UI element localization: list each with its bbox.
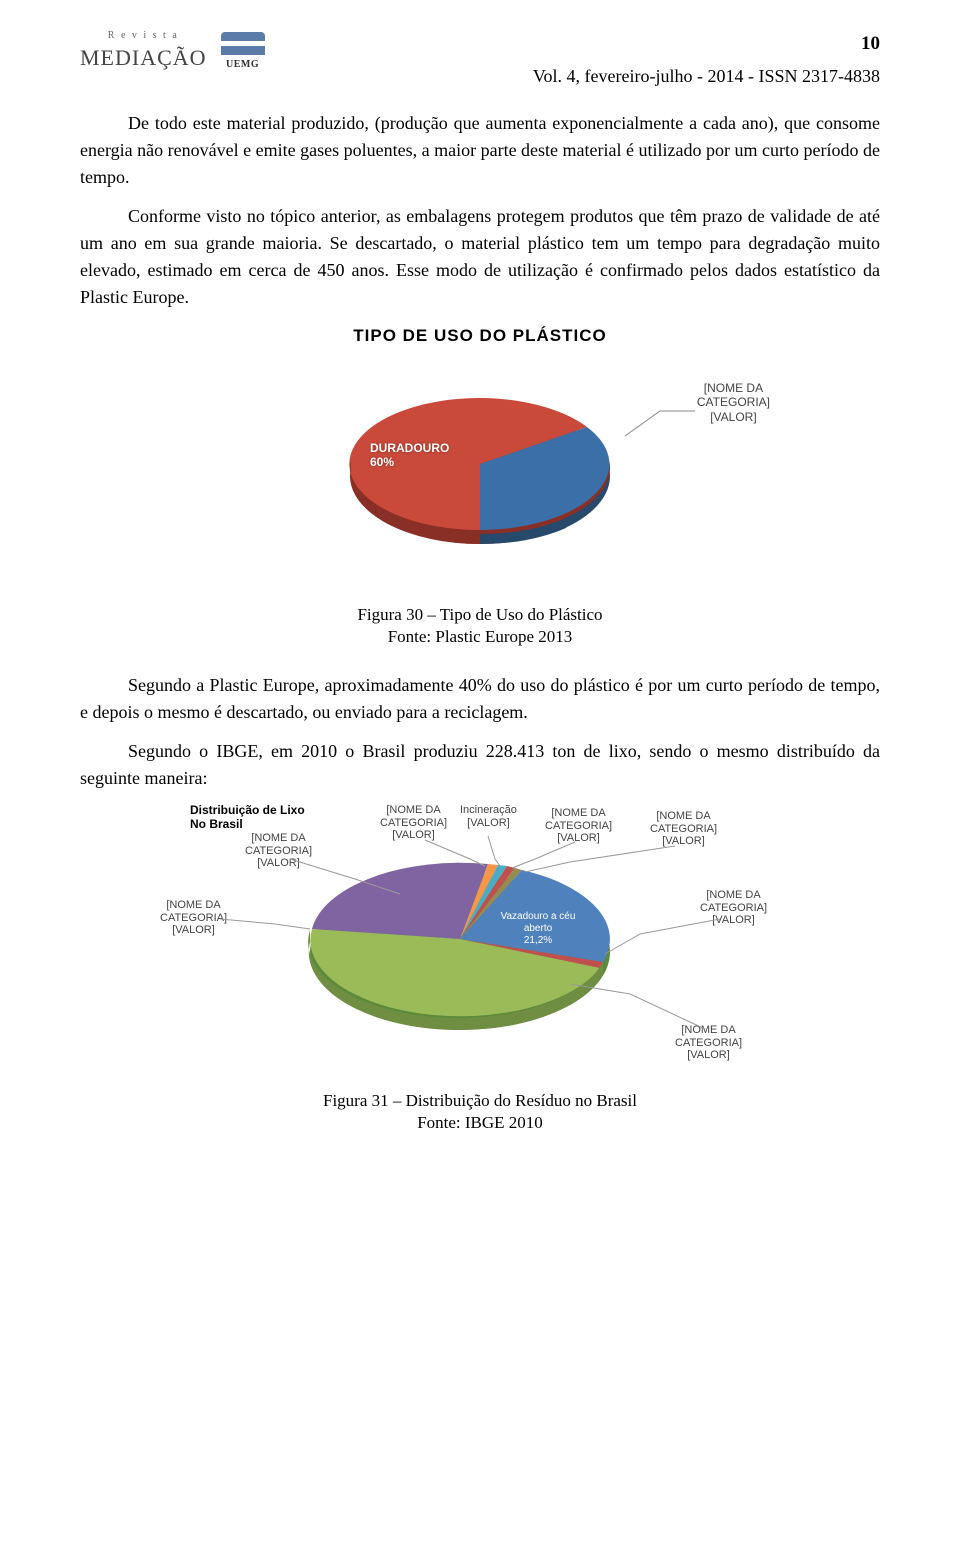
volume-issn-line: Vol. 4, fevereiro-julho - 2014 - ISSN 23… [533, 63, 880, 90]
chart-1-label-placeholder: [NOME DA CATEGORIA] [VALOR] [697, 381, 770, 424]
logo-top-text: R e v i s t a [80, 30, 207, 41]
chart-2-label-incineracao: Incineração [VALOR] [460, 804, 517, 829]
chart-2-caption: Figura 31 – Distribuição do Resíduo no B… [80, 1090, 880, 1134]
chart-2-label-7: [NOME DA CATEGORIA] [VALOR] [675, 1024, 742, 1062]
uemg-text: UEMG [226, 57, 259, 72]
chart-2-label-2: [NOME DA CATEGORIA] [VALOR] [160, 899, 227, 937]
chart-2-label-4: [NOME DA CATEGORIA] [VALOR] [545, 807, 612, 845]
paragraph-3: Segundo a Plastic Europe, aproximadament… [80, 672, 880, 726]
chart-2-label-3: [NOME DA CATEGORIA] [VALOR] [380, 804, 447, 842]
chart-2-pie-svg: Vazadouro a céu aberto 21,2% [300, 834, 620, 1044]
chart-1-caption: Figura 30 – Tipo de Uso do Plástico Font… [80, 604, 880, 648]
header-right: 10 Vol. 4, fevereiro-julho - 2014 - ISSN… [533, 30, 880, 90]
paragraph-1: De todo este material produzido, (produç… [80, 110, 880, 191]
chart-1-pie-container: DURADOURO 60% [NOME DA CATEGORIA] [VALOR… [220, 366, 740, 596]
logo-uemg: UEMG [215, 32, 271, 72]
paragraph-2: Conforme visto no tópico anterior, as em… [80, 203, 880, 311]
uemg-icon [221, 32, 265, 55]
paragraph-4: Segundo o IBGE, em 2010 o Brasil produzi… [80, 738, 880, 792]
chart-1-caption-line1: Figura 30 – Tipo de Uso do Plástico [80, 604, 880, 626]
chart-2-label-5: [NOME DA CATEGORIA] [VALOR] [650, 810, 717, 848]
page-number: 10 [533, 30, 880, 59]
logo-main-text: MEDIAÇÃO [80, 41, 207, 74]
page-header: R e v i s t a MEDIAÇÃO UEMG 10 Vol. 4, f… [80, 30, 880, 90]
chart-2-caption-line1: Figura 31 – Distribuição do Resíduo no B… [80, 1090, 880, 1112]
chart-2-caption-line2: Fonte: IBGE 2010 [80, 1112, 880, 1134]
chart-2-pie-container: Distribuição de Lixo No Brasil Vazadouro… [130, 804, 830, 1084]
chart-2-label-1: [NOME DA CATEGORIA] [VALOR] [245, 832, 312, 870]
chart-2-label-6: [NOME DA CATEGORIA] [VALOR] [700, 889, 767, 927]
chart-1-title: TIPO DE USO DO PLÁSTICO [80, 323, 880, 349]
svg-text:aberto: aberto [524, 923, 553, 934]
chart-2-title: Distribuição de Lixo No Brasil [190, 804, 305, 832]
svg-text:Vazadouro a céu: Vazadouro a céu [501, 911, 576, 922]
chart-2: Distribuição de Lixo No Brasil Vazadouro… [80, 804, 880, 1084]
svg-text:21,2%: 21,2% [524, 935, 552, 946]
chart-1-leader-line [620, 406, 700, 446]
chart-1-caption-line2: Fonte: Plastic Europe 2013 [80, 626, 880, 648]
logo-revista-mediacao: R e v i s t a MEDIAÇÃO [80, 30, 207, 74]
chart-1: TIPO DE USO DO PLÁSTICO DURADOURO 60% [N… [80, 323, 880, 597]
logo-block: R e v i s t a MEDIAÇÃO UEMG [80, 30, 271, 74]
